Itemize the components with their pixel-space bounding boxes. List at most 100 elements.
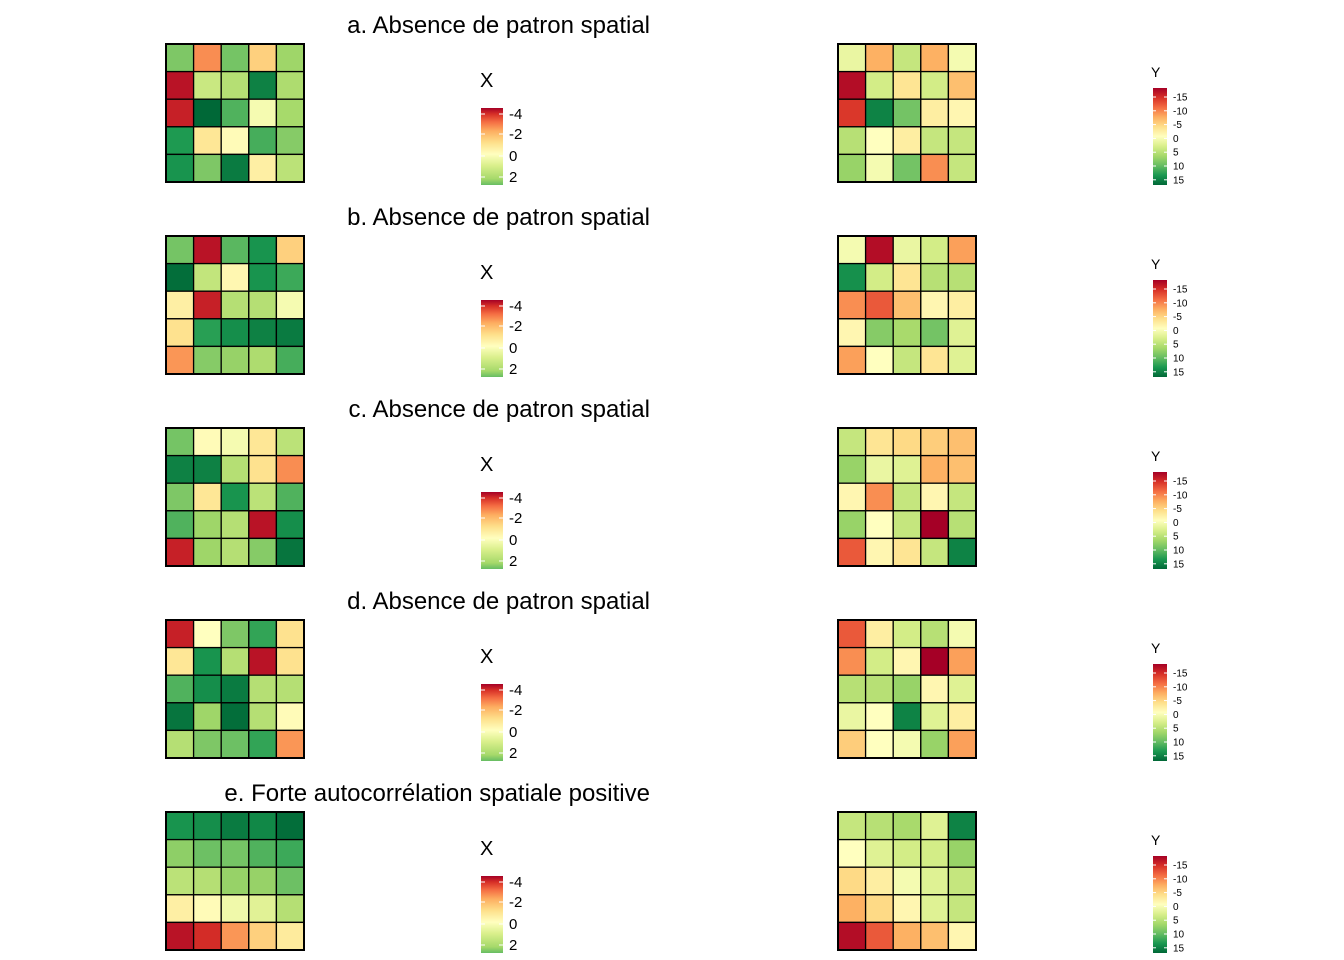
- heatmap-border: [165, 427, 305, 567]
- heatmap-cell: [220, 702, 250, 732]
- heatmap-cell: [248, 838, 278, 868]
- heatmap-cell: [837, 674, 867, 704]
- heatmap-cell: [275, 838, 305, 868]
- heatmap-border: [837, 619, 977, 759]
- heatmap-cell: [920, 482, 950, 512]
- heatmap-cell: [248, 921, 278, 951]
- heatmap-cell: [248, 290, 278, 320]
- legend-x-colorbar: [481, 492, 503, 569]
- heatmap-cell: [192, 70, 222, 100]
- heatmap-cell: [275, 482, 305, 512]
- legend-y-tick-label: 10: [1173, 546, 1185, 557]
- heatmap-cell: [892, 702, 922, 732]
- heatmap-cell: [165, 290, 195, 320]
- heatmap-cell: [864, 318, 894, 348]
- heatmap-cell: [192, 921, 222, 951]
- panel-title: e. Forte autocorrélation spatiale positi…: [224, 780, 650, 807]
- panel-5: e. Forte autocorrélation spatiale positi…: [165, 780, 1188, 954]
- heatmap-cell: [192, 262, 222, 292]
- heatmap-cell: [248, 98, 278, 128]
- heatmap-cell: [248, 811, 278, 841]
- legend-y-tick-label: -10: [1173, 490, 1188, 501]
- heatmap-cell: [837, 70, 867, 100]
- heatmap-cell: [275, 894, 305, 924]
- heatmap-cell: [892, 482, 922, 512]
- heatmap-cell: [892, 729, 922, 759]
- heatmap-cell: [892, 235, 922, 265]
- heatmap-cell: [892, 646, 922, 676]
- heatmap-cell: [892, 921, 922, 951]
- heatmap-cell: [837, 290, 867, 320]
- heatmap-cell: [248, 537, 278, 567]
- legend-x-tick-label: -4: [509, 490, 522, 507]
- panel-title: a. Absence de patron spatial: [347, 12, 650, 39]
- heatmap-cell: [165, 894, 195, 924]
- legend-y-tick-label: -5: [1173, 888, 1182, 899]
- heatmap-cell: [920, 674, 950, 704]
- heatmap-cell: [275, 318, 305, 348]
- heatmap-cell: [165, 646, 195, 676]
- heatmap-cell: [248, 262, 278, 292]
- heatmap-cell: [947, 345, 977, 375]
- legend-x-tick-label: 2: [509, 937, 517, 954]
- heatmap-cell: [192, 674, 222, 704]
- heatmap-cell: [220, 811, 250, 841]
- legend-y-tick-label: -15: [1173, 861, 1188, 872]
- heatmap-cell: [920, 811, 950, 841]
- y-heatmap: [837, 427, 977, 567]
- heatmap-cell: [248, 427, 278, 457]
- heatmap-cell: [275, 153, 305, 183]
- heatmap-cell: [220, 838, 250, 868]
- heatmap-cell: [837, 262, 867, 292]
- heatmap-cell: [947, 619, 977, 649]
- heatmap-cell: [920, 153, 950, 183]
- legend-x-tick-label: -2: [509, 318, 522, 335]
- heatmap-cell: [892, 510, 922, 540]
- heatmap-cell: [892, 318, 922, 348]
- legend-x-tick-label: -2: [509, 894, 522, 911]
- heatmap-cell: [892, 345, 922, 375]
- heatmap-cell: [165, 811, 195, 841]
- panel-2: b. Absence de patron spatial X -4 -2 0 2 Y -15 -…: [165, 204, 1188, 378]
- heatmap-cell: [947, 921, 977, 951]
- heatmap-cell: [920, 729, 950, 759]
- legend-y: Y -15 -10 -5 0 5 10 15: [1151, 64, 1188, 186]
- legend-x-colorbar: [481, 876, 503, 953]
- heatmap-cell: [947, 43, 977, 73]
- heatmap-cell: [892, 454, 922, 484]
- heatmap-cell: [864, 482, 894, 512]
- heatmap-cell: [892, 43, 922, 73]
- heatmap-cell: [837, 482, 867, 512]
- legend-y-tick-label: -5: [1173, 312, 1182, 323]
- x-heatmap: [165, 235, 305, 375]
- legend-y-tick-label: -10: [1173, 106, 1188, 117]
- legend-y-colorbar: [1153, 280, 1167, 377]
- heatmap-cell: [275, 646, 305, 676]
- heatmap-cell: [864, 98, 894, 128]
- heatmap-cell: [165, 866, 195, 896]
- panel-4: d. Absence de patron spatial X -4 -2 0 2 Y -15 -…: [165, 588, 1188, 762]
- heatmap-cell: [947, 427, 977, 457]
- heatmap-cell: [220, 153, 250, 183]
- heatmap-cell: [220, 70, 250, 100]
- heatmap-cell: [192, 838, 222, 868]
- heatmap-cell: [892, 894, 922, 924]
- heatmap-border: [165, 619, 305, 759]
- heatmap-border: [165, 235, 305, 375]
- heatmap-cell: [864, 619, 894, 649]
- heatmap-cell: [165, 921, 195, 951]
- heatmap-cell: [920, 921, 950, 951]
- heatmap-cell: [947, 838, 977, 868]
- heatmap-cell: [248, 619, 278, 649]
- heatmap-cell: [192, 482, 222, 512]
- heatmap-cell: [275, 811, 305, 841]
- heatmap-cell: [275, 262, 305, 292]
- legend-x-tick-label: 0: [509, 916, 517, 933]
- heatmap-cell: [248, 345, 278, 375]
- legend-y: Y -15 -10 -5 0 5 10 15: [1151, 256, 1188, 378]
- heatmap-cell: [837, 43, 867, 73]
- y-heatmap: [837, 811, 977, 951]
- heatmap-cell: [165, 70, 195, 100]
- legend-y-tick-label: 10: [1173, 738, 1185, 749]
- heatmap-cell: [864, 921, 894, 951]
